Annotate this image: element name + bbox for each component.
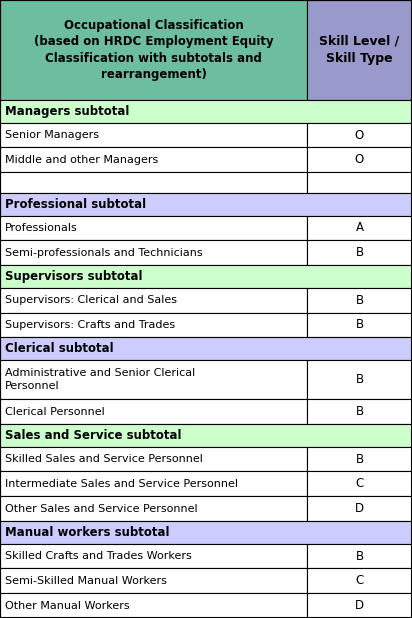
Bar (0, 337, 412, 360)
Bar (0, 148, 307, 172)
Bar (0, 496, 307, 521)
Bar (307, 496, 412, 521)
Bar (307, 313, 412, 337)
Bar (0, 265, 412, 288)
Text: B: B (356, 549, 363, 562)
Text: O: O (355, 153, 364, 166)
Text: Senior Managers: Senior Managers (5, 130, 99, 140)
Text: O: O (355, 129, 364, 142)
Bar (307, 172, 412, 193)
Bar (307, 216, 412, 240)
Bar (307, 447, 412, 472)
Text: C: C (355, 574, 364, 587)
Text: B: B (356, 373, 363, 386)
Bar (0, 0, 307, 100)
Text: Sales and Service subtotal: Sales and Service subtotal (5, 429, 181, 442)
Bar (307, 593, 412, 618)
Bar (0, 100, 412, 123)
Text: D: D (355, 502, 364, 515)
Bar (307, 569, 412, 593)
Text: B: B (356, 246, 363, 259)
Text: Manual workers subtotal: Manual workers subtotal (5, 526, 169, 539)
Bar (0, 360, 307, 399)
Bar (0, 193, 412, 216)
Bar (307, 399, 412, 424)
Text: C: C (355, 477, 364, 490)
Bar (0, 216, 307, 240)
Text: Skilled Crafts and Trades Workers: Skilled Crafts and Trades Workers (5, 551, 192, 561)
Bar (307, 360, 412, 399)
Text: B: B (356, 405, 363, 418)
Text: Professionals: Professionals (5, 223, 78, 233)
Text: B: B (356, 294, 363, 307)
Bar (0, 399, 307, 424)
Bar (0, 424, 412, 447)
Text: Skilled Sales and Service Personnel: Skilled Sales and Service Personnel (5, 454, 203, 464)
Text: Intermediate Sales and Service Personnel: Intermediate Sales and Service Personnel (5, 479, 238, 489)
Text: Clerical Personnel: Clerical Personnel (5, 407, 105, 417)
Bar (307, 148, 412, 172)
Text: B: B (356, 318, 363, 331)
Text: Middle and other Managers: Middle and other Managers (5, 155, 158, 165)
Bar (0, 593, 307, 618)
Bar (0, 472, 307, 496)
Bar (0, 313, 307, 337)
Bar (307, 544, 412, 569)
Bar (307, 0, 412, 100)
Bar (0, 172, 307, 193)
Bar (0, 240, 307, 265)
Bar (0, 123, 307, 148)
Bar (307, 288, 412, 313)
Text: Clerical subtotal: Clerical subtotal (5, 342, 114, 355)
Text: Supervisors subtotal: Supervisors subtotal (5, 270, 143, 283)
Text: D: D (355, 599, 364, 612)
Text: A: A (356, 221, 363, 234)
Text: Supervisors: Crafts and Trades: Supervisors: Crafts and Trades (5, 320, 175, 330)
Text: Professional subtotal: Professional subtotal (5, 198, 146, 211)
Bar (0, 569, 307, 593)
Text: B: B (356, 452, 363, 465)
Bar (307, 240, 412, 265)
Bar (307, 123, 412, 148)
Text: Occupational Classification
(based on HRDC Employment Equity
Classification with: Occupational Classification (based on HR… (34, 19, 273, 81)
Text: Administrative and Senior Clerical
Personnel: Administrative and Senior Clerical Perso… (5, 368, 195, 391)
Bar (0, 288, 307, 313)
Bar (0, 544, 307, 569)
Text: Semi-professionals and Technicians: Semi-professionals and Technicians (5, 248, 203, 258)
Text: Other Manual Workers: Other Manual Workers (5, 601, 129, 611)
Bar (0, 447, 307, 472)
Text: Managers subtotal: Managers subtotal (5, 105, 129, 118)
Text: Semi-Skilled Manual Workers: Semi-Skilled Manual Workers (5, 576, 167, 586)
Bar (0, 521, 412, 544)
Text: Skill Level /
Skill Type: Skill Level / Skill Type (319, 35, 400, 65)
Text: Supervisors: Clerical and Sales: Supervisors: Clerical and Sales (5, 295, 177, 305)
Text: Other Sales and Service Personnel: Other Sales and Service Personnel (5, 504, 198, 514)
Bar (307, 472, 412, 496)
